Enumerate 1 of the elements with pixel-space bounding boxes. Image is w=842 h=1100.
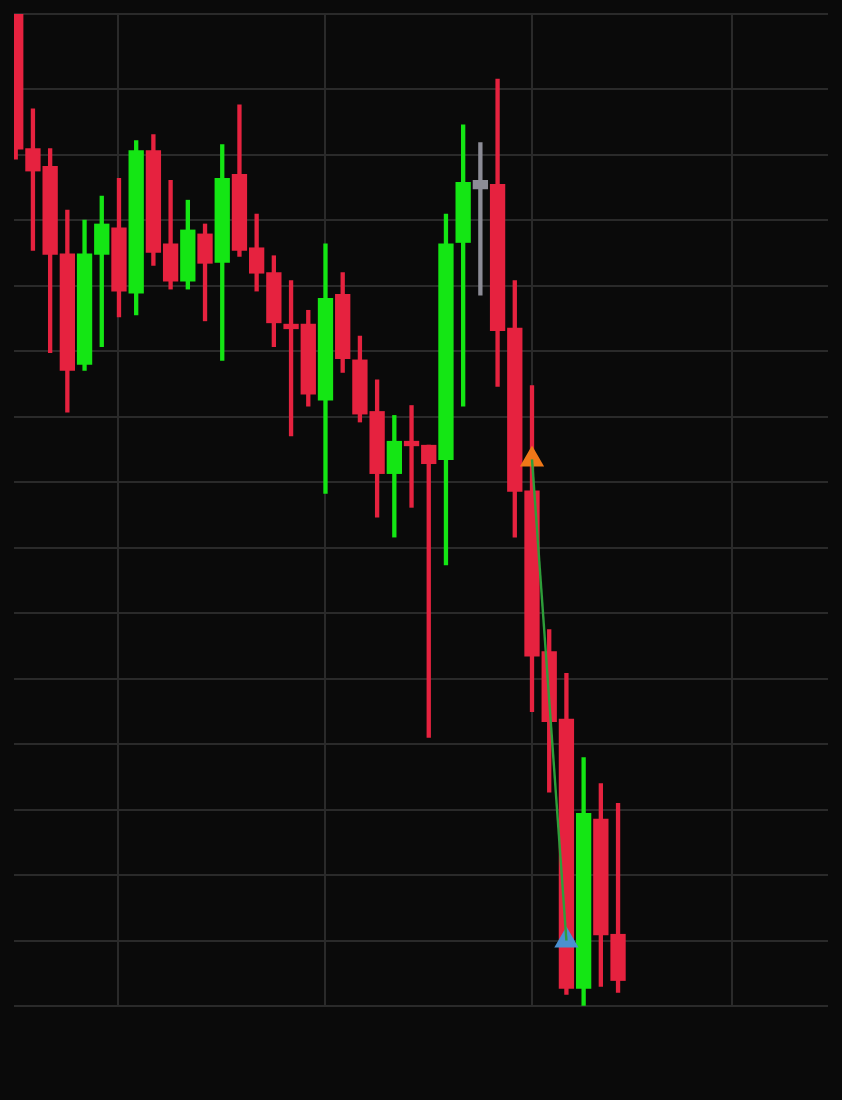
candlestick [472,142,489,296]
